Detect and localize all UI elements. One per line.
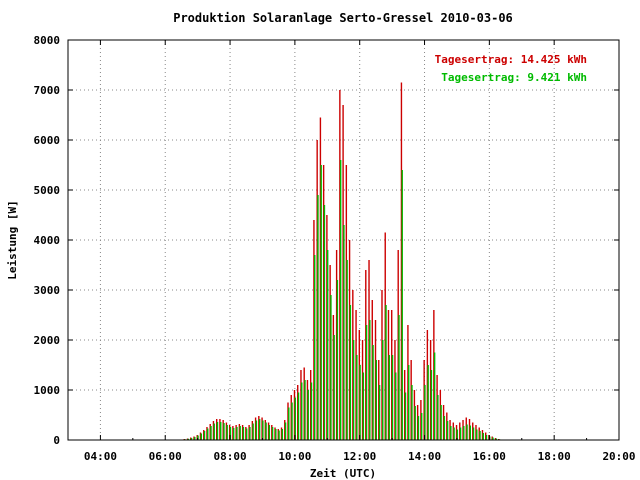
x-tick-label: 18:00 [538,450,571,463]
x-tick-labels: 04:00 06:00 08:00 10:00 12:00 14:00 16:00 18:00… [84,450,636,463]
legend-entry-second: Tagesertrag: 9.421 kWh [441,71,587,84]
y-tick-label: 8000 [34,34,61,47]
y-tick-labels: 0 1000 2000 3000 4000 5000 6000 7000 8000 [34,34,61,447]
legend-entry-total: Tagesertrag: 14.425 kWh [435,53,587,66]
x-axis-label: Zeit (UTC) [310,467,376,480]
x-tick-label: 20:00 [602,450,635,463]
x-tick-label: 14:00 [408,450,441,463]
bars-layer [183,82,520,440]
x-tick-label: 08:00 [213,450,246,463]
x-tick-label: 16:00 [473,450,506,463]
y-tick-label: 5000 [34,184,61,197]
y-tick-label: 1000 [34,384,61,397]
ticks-layer [67,39,620,441]
chart-title: Produktion Solaranlage Serto-Gressel 201… [173,11,513,25]
y-tick-label: 4000 [34,234,61,247]
grid-layer [68,40,619,440]
x-tick-label: 04:00 [84,450,117,463]
x-tick-label: 12:00 [343,450,376,463]
y-tick-label: 7000 [34,84,61,97]
x-tick-label: 10:00 [278,450,311,463]
y-tick-label: 2000 [34,334,61,347]
y-tick-label: 0 [53,434,60,447]
y-tick-label: 6000 [34,134,61,147]
x-tick-label: 06:00 [149,450,182,463]
y-axis-label: Leistung [W] [6,200,19,279]
y-tick-label: 3000 [34,284,61,297]
